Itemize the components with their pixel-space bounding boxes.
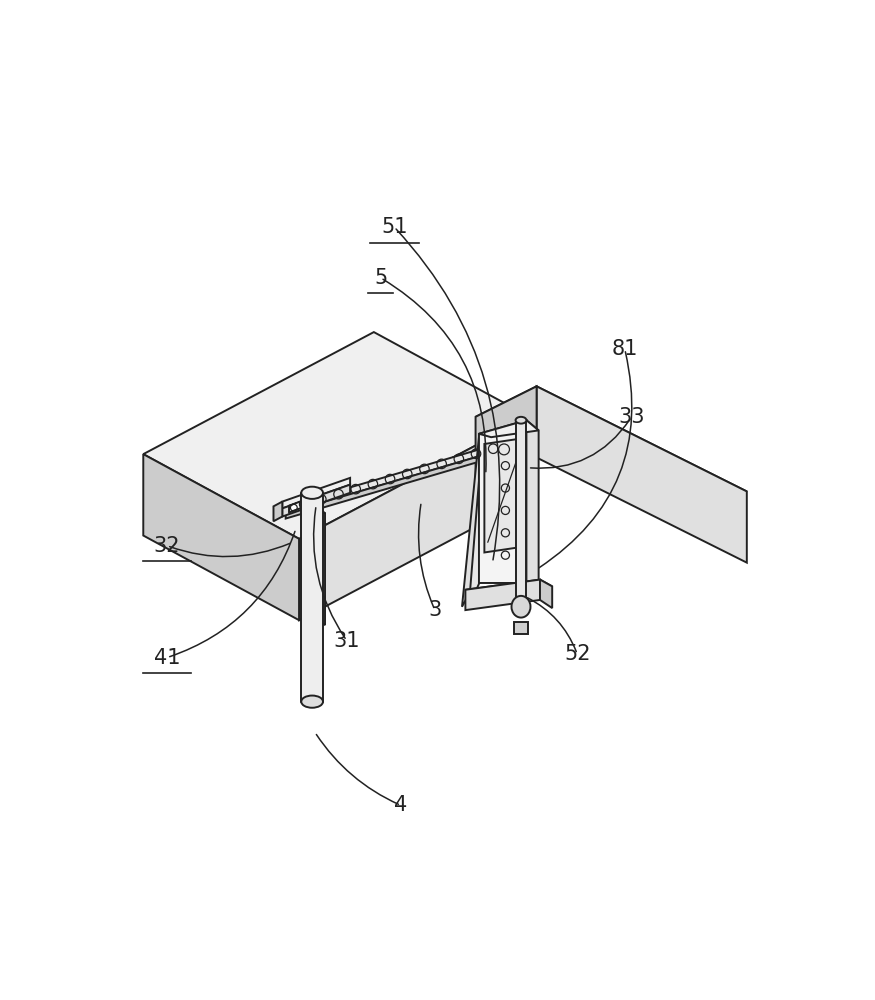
Polygon shape: [479, 420, 539, 437]
Text: 51: 51: [381, 217, 408, 237]
Polygon shape: [301, 493, 323, 702]
Polygon shape: [479, 420, 527, 583]
Polygon shape: [527, 420, 539, 591]
Text: 32: 32: [154, 536, 180, 556]
Polygon shape: [466, 580, 552, 597]
Polygon shape: [469, 439, 482, 607]
Polygon shape: [144, 332, 530, 539]
Polygon shape: [285, 439, 516, 513]
Text: 3: 3: [428, 600, 442, 620]
Polygon shape: [514, 622, 528, 634]
Polygon shape: [283, 478, 350, 508]
Polygon shape: [485, 439, 521, 552]
Polygon shape: [476, 386, 747, 522]
Polygon shape: [540, 580, 552, 608]
Polygon shape: [283, 485, 350, 517]
Ellipse shape: [301, 487, 323, 499]
Text: 41: 41: [154, 648, 180, 668]
Ellipse shape: [512, 596, 530, 618]
Polygon shape: [476, 386, 536, 488]
Polygon shape: [316, 508, 325, 625]
Ellipse shape: [301, 696, 323, 708]
Polygon shape: [303, 508, 316, 620]
Polygon shape: [303, 508, 325, 513]
Text: 31: 31: [333, 631, 360, 651]
Polygon shape: [285, 445, 516, 519]
Text: 5: 5: [374, 268, 388, 288]
Polygon shape: [144, 454, 299, 620]
Ellipse shape: [515, 417, 527, 424]
Polygon shape: [289, 496, 316, 512]
Text: 52: 52: [564, 644, 591, 664]
Text: 33: 33: [619, 407, 645, 427]
Polygon shape: [466, 580, 540, 610]
Polygon shape: [299, 417, 530, 620]
Text: 81: 81: [612, 339, 638, 359]
Text: 4: 4: [395, 795, 408, 815]
Polygon shape: [274, 502, 283, 521]
Polygon shape: [515, 420, 527, 607]
Polygon shape: [536, 386, 747, 563]
Polygon shape: [462, 437, 479, 607]
